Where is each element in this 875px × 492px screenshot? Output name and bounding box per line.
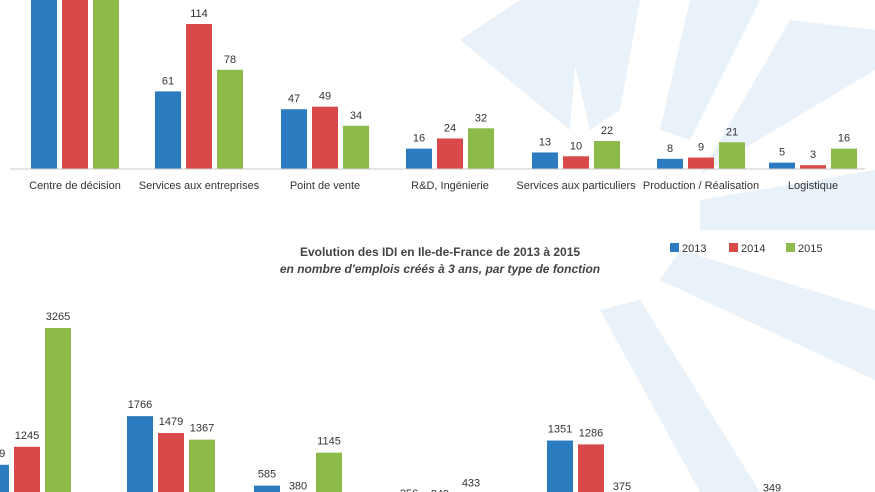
bar2-2013-2 xyxy=(254,485,280,492)
bar2-2014-4 xyxy=(578,444,604,492)
data-label2-2013-3: 256 xyxy=(400,488,418,492)
bar-2015-3 xyxy=(468,128,494,169)
bar-2014-2 xyxy=(312,106,338,169)
chart-subtitle: en nombre d'emplois créés à 3 ans, par t… xyxy=(280,262,600,276)
data-label2-2014-0: 1245 xyxy=(15,430,39,442)
data-label-2015-5: 21 xyxy=(726,126,738,138)
data-label2-2013-2: 585 xyxy=(258,469,276,481)
bar2-2015-2 xyxy=(316,452,342,492)
data-label-2015-1: 78 xyxy=(224,54,236,66)
bar-2014-0 xyxy=(62,0,88,169)
data-label2-2013-0: 939 xyxy=(0,448,5,460)
category-label-6: Logistique xyxy=(788,180,838,192)
data-label-2014-2: 49 xyxy=(319,91,331,103)
bar-2015-1 xyxy=(217,69,243,169)
bar-2015-4 xyxy=(594,141,620,169)
data-label2-2013-1: 1766 xyxy=(128,399,152,411)
legend: 2013 2014 2015 xyxy=(670,243,822,255)
bar-2013-1 xyxy=(155,91,181,169)
data-label2-2014-4: 1286 xyxy=(579,427,603,439)
data-label-2013-6: 5 xyxy=(779,147,785,159)
category-label-4: Services aux particuliers xyxy=(516,180,636,192)
bar-2015-0 xyxy=(93,0,119,169)
bar-2014-5 xyxy=(688,157,714,169)
bar-2014-6 xyxy=(800,165,826,169)
bar-2015-5 xyxy=(719,142,745,169)
legend-label-2013: 2013 xyxy=(682,243,706,255)
bar-2013-0 xyxy=(31,0,57,169)
data-label2-2015-4: 375 xyxy=(613,481,631,492)
watermark-star-logo xyxy=(460,0,875,492)
legend-label-2014: 2014 xyxy=(741,243,765,255)
chart-title: Evolution des IDI en Ile-de-France de 20… xyxy=(300,245,580,259)
data-label2-2014-2: 380 xyxy=(289,481,307,492)
data-label-2014-3: 24 xyxy=(444,122,456,134)
bar2-2013-4 xyxy=(547,440,573,492)
bar-2013-5 xyxy=(657,158,683,169)
data-label2-2013-4: 1351 xyxy=(548,424,572,436)
data-label2-2015-2: 1145 xyxy=(317,436,341,448)
data-label-2013-5: 8 xyxy=(667,143,673,155)
bar2-2013-0 xyxy=(0,464,9,492)
data-label2-2015-1: 1367 xyxy=(190,423,214,435)
bar2-2014-0 xyxy=(14,446,40,492)
bar-2014-4 xyxy=(563,156,589,169)
bar-2015-2 xyxy=(343,125,369,169)
legend-swatch-2013 xyxy=(670,243,679,252)
category-label-2: Point de vente xyxy=(290,180,360,192)
data-label-2013-1: 61 xyxy=(162,75,174,87)
data-label-2015-6: 16 xyxy=(838,133,850,145)
chart-top: 61 114 78 47 49 34 16 24 32 13 10 22 8 9 21 5 3 16 Centre… xyxy=(10,0,865,192)
data-label2-2015-5: 349 xyxy=(763,482,781,492)
legend-swatch-2015 xyxy=(786,243,795,252)
data-label2-2014-1: 1479 xyxy=(159,416,183,428)
bar-2014-3 xyxy=(437,138,463,169)
bar-2013-6 xyxy=(769,162,795,169)
data-label-2014-6: 3 xyxy=(810,149,816,161)
data-label-2015-4: 22 xyxy=(601,125,613,137)
data-label-2014-5: 9 xyxy=(698,142,704,154)
category-label-0: Centre de décision xyxy=(29,180,121,192)
category-label-3: R&D, Ingénierie xyxy=(411,180,489,192)
data-label2-2014-3: 249 xyxy=(431,488,449,492)
category-label-5: Production / Réalisation xyxy=(643,180,759,192)
data-label-2013-3: 16 xyxy=(413,133,425,145)
bar-2013-4 xyxy=(532,152,558,169)
data-label-2014-4: 10 xyxy=(570,140,582,152)
data-label-2015-2: 34 xyxy=(350,110,362,122)
data-label-2015-3: 32 xyxy=(475,112,487,124)
bar-2013-2 xyxy=(281,109,307,169)
bar-2015-6 xyxy=(831,148,857,169)
bar-2013-3 xyxy=(406,148,432,169)
bar2-2013-1 xyxy=(127,416,153,492)
data-label-2013-2: 47 xyxy=(288,93,300,105)
bar2-2015-1 xyxy=(189,439,215,492)
data-label-2013-4: 13 xyxy=(539,136,551,148)
category-label-1: Services aux entreprises xyxy=(139,180,260,192)
legend-swatch-2014 xyxy=(729,243,738,252)
bar2-2014-1 xyxy=(158,433,184,492)
legend-label-2015: 2015 xyxy=(798,243,822,255)
bar-2014-1 xyxy=(186,24,212,169)
data-label2-2015-3: 433 xyxy=(462,478,480,490)
data-label-2014-1: 114 xyxy=(190,8,208,20)
data-label2-2015-0: 3265 xyxy=(46,311,70,323)
bar2-2015-0 xyxy=(45,328,71,492)
